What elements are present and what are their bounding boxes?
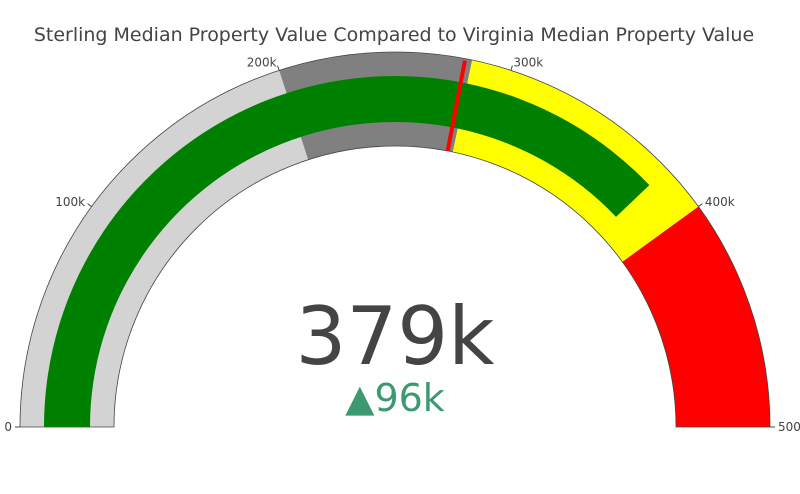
gauge-threshold-line (445, 60, 467, 152)
gauge-tick-label: 300k (513, 56, 543, 70)
gauge-tick-label: 100k (55, 195, 85, 209)
gauge-tick-label: 500k (778, 420, 800, 434)
gauge-tick-label: 400k (705, 195, 735, 209)
gauge-value-number: 379k (295, 290, 495, 383)
delta-value: 96k (374, 376, 444, 420)
chart-title: Sterling Median Property Value Compared … (34, 24, 754, 46)
gauge-tick-label: 200k (247, 56, 277, 70)
gauge-tick-label: 0 (4, 420, 12, 434)
gauge-tick-mark-1 (87, 203, 92, 207)
gauge-tick-mark-4 (698, 203, 703, 207)
gauge-delta: ▲96k (345, 376, 445, 420)
gauge-step-3 (622, 206, 770, 427)
gauge-value-bar (44, 75, 650, 428)
gauge-tick-mark-2 (277, 65, 280, 71)
gauge-tick-mark-3 (510, 65, 513, 71)
delta-up-icon: ▲ (345, 376, 375, 420)
gauge-outline (19, 51, 771, 428)
gauge-ticks: 0 100k 200k 300k 400k 500k (4, 56, 800, 434)
